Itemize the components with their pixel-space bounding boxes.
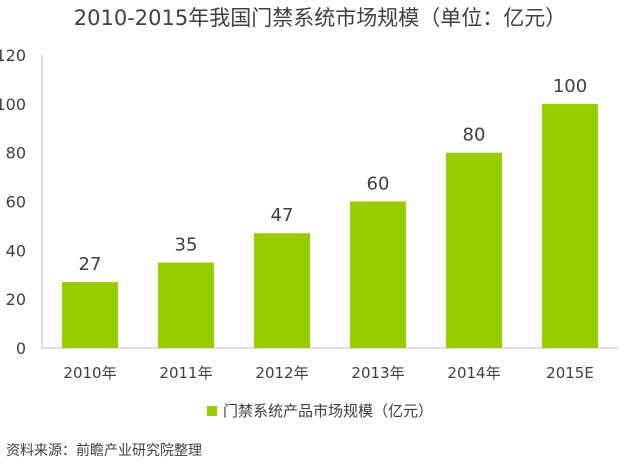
legend-swatch — [206, 405, 217, 416]
chart-title: 2010-2015年我国门禁系统市场规模（单位：亿元） — [73, 6, 567, 30]
bar — [158, 262, 214, 348]
bar — [542, 103, 598, 348]
bar — [254, 233, 310, 348]
x-tick-label: 2011年 — [159, 364, 212, 382]
source-note: 资料来源：前瞻产业研究院整理 — [6, 443, 202, 459]
data-label: 60 — [367, 174, 390, 195]
y-axis-ticks: 0 20 40 60 80 100 120 — [0, 46, 26, 358]
data-label: 47 — [271, 205, 294, 226]
data-label: 100 — [553, 76, 587, 97]
y-tick-label: 60 — [6, 193, 26, 212]
data-label: 27 — [79, 254, 102, 275]
legend: 门禁系统产品市场规模（亿元） — [0, 400, 640, 421]
x-axis-labels: 2010年 2011年 2012年 2013年 2014年 2015E — [63, 364, 593, 382]
x-tick-label: 2014年 — [447, 364, 500, 382]
bar — [446, 152, 502, 348]
y-tick-label: 20 — [6, 290, 26, 309]
x-tick-label: 2013年 — [351, 364, 404, 382]
x-tick-label: 2015E — [546, 364, 594, 382]
bars-group — [62, 103, 598, 348]
y-tick-label: 80 — [6, 144, 26, 163]
y-tick-label: 100 — [0, 95, 26, 114]
x-tick-label: 2012年 — [255, 364, 308, 382]
bar — [350, 201, 406, 348]
y-tick-label: 120 — [0, 46, 26, 65]
x-tick-label: 2010年 — [63, 364, 116, 382]
y-tick-label: 40 — [6, 241, 26, 260]
data-labels-group: 27 35 47 60 80 100 — [79, 76, 588, 275]
y-tick-label: 0 — [16, 339, 26, 358]
legend-label: 门禁系统产品市场规模（亿元） — [222, 402, 433, 420]
data-label: 80 — [463, 125, 486, 146]
bar — [62, 282, 118, 348]
data-label: 35 — [175, 235, 198, 256]
